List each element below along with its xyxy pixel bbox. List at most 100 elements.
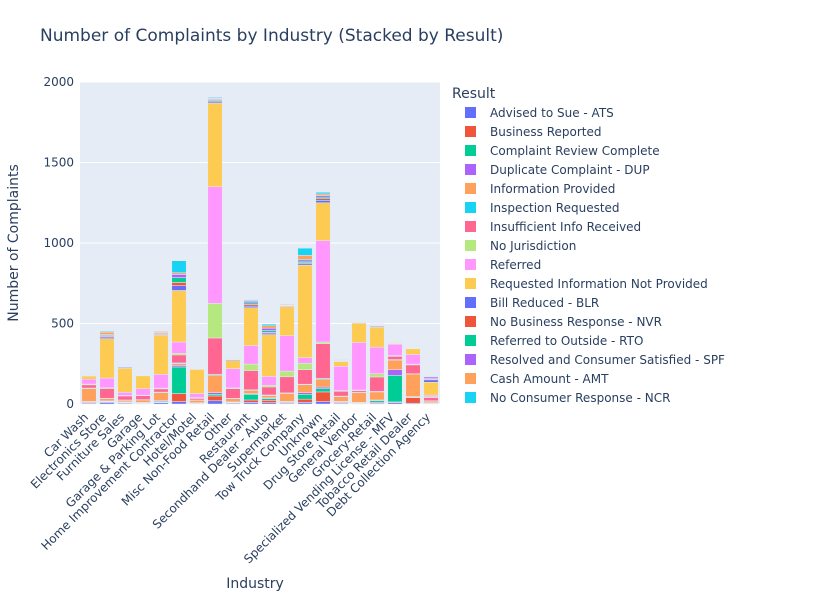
legend-swatch[interactable]	[465, 354, 476, 365]
bar-segment[interactable]	[190, 394, 204, 398]
legend-item-label[interactable]: Resolved and Consumer Satisfied - SPF	[490, 353, 725, 367]
bar-segment[interactable]	[172, 394, 186, 402]
bar-segment[interactable]	[298, 370, 312, 384]
bar-segment[interactable]	[172, 274, 186, 277]
bar-segment[interactable]	[388, 375, 402, 402]
bar-segment[interactable]	[118, 368, 132, 392]
bar-segment[interactable]	[172, 286, 186, 291]
bar-segment[interactable]	[316, 392, 330, 402]
legend-item-label[interactable]: No Jurisdiction	[490, 239, 576, 253]
bar-segment[interactable]	[226, 389, 240, 399]
bar-segment[interactable]	[298, 363, 312, 369]
legend-swatch[interactable]	[465, 240, 476, 251]
legend-swatch[interactable]	[465, 259, 476, 270]
legend-swatch[interactable]	[465, 145, 476, 156]
bar-segment[interactable]	[244, 394, 258, 400]
bar-segment[interactable]	[172, 282, 186, 285]
bar-segment[interactable]	[172, 278, 186, 283]
bar-segment[interactable]	[262, 328, 276, 330]
legend-swatch[interactable]	[465, 316, 476, 327]
bar-segment[interactable]	[406, 374, 420, 397]
legend-item-label[interactable]: Cash Amount - AMT	[490, 372, 609, 386]
bar-segment[interactable]	[406, 398, 420, 404]
bar-segment[interactable]	[136, 389, 150, 395]
legend-swatch[interactable]	[465, 373, 476, 384]
bar-segment[interactable]	[82, 389, 96, 402]
legend-swatch[interactable]	[465, 278, 476, 289]
bar-segment[interactable]	[82, 376, 96, 379]
bar-segment[interactable]	[244, 308, 258, 346]
bar-segment[interactable]	[172, 367, 186, 394]
legend-swatch[interactable]	[465, 126, 476, 137]
bar-segment[interactable]	[406, 365, 420, 374]
bar-segment[interactable]	[226, 399, 240, 402]
bar-segment[interactable]	[262, 387, 276, 395]
bar-segment[interactable]	[100, 389, 114, 399]
bar-segment[interactable]	[388, 356, 402, 359]
bar-segment[interactable]	[244, 364, 258, 370]
bar-segment[interactable]	[208, 103, 222, 187]
bar-segment[interactable]	[352, 323, 366, 342]
legend-swatch[interactable]	[465, 164, 476, 175]
legend-item-label[interactable]: Inspection Requested	[490, 201, 620, 215]
bar-segment[interactable]	[298, 385, 312, 393]
bar-segment[interactable]	[316, 402, 330, 404]
bar-segment[interactable]	[316, 344, 330, 379]
bar-segment[interactable]	[136, 396, 150, 400]
bar-segment[interactable]	[82, 385, 96, 388]
bar-segment[interactable]	[154, 389, 168, 392]
bar-segment[interactable]	[262, 400, 276, 402]
bar-segment[interactable]	[172, 342, 186, 353]
bar-segment[interactable]	[388, 360, 402, 370]
legend-swatch[interactable]	[465, 392, 476, 403]
bar-segment[interactable]	[172, 355, 186, 363]
bar-segment[interactable]	[424, 382, 438, 395]
legend-item-label[interactable]: Information Provided	[490, 182, 615, 196]
bar-segment[interactable]	[118, 396, 132, 400]
legend-item-label[interactable]: Bill Reduced - BLR	[490, 296, 599, 310]
legend-item-label[interactable]: Business Reported	[490, 125, 602, 139]
bar-segment[interactable]	[82, 379, 96, 384]
bar-segment[interactable]	[190, 369, 204, 393]
bar-segment[interactable]	[172, 261, 186, 273]
bar-segment[interactable]	[334, 361, 348, 366]
bar-segment[interactable]	[262, 376, 276, 385]
bar-segment[interactable]	[262, 335, 276, 377]
bar-segment[interactable]	[316, 389, 330, 392]
bar-segment[interactable]	[208, 396, 222, 401]
bar-segment[interactable]	[280, 307, 294, 336]
bar-segment[interactable]	[208, 97, 222, 98]
bar-segment[interactable]	[226, 369, 240, 388]
legend-swatch[interactable]	[465, 221, 476, 232]
bar-segment[interactable]	[208, 375, 222, 393]
legend-item-label[interactable]: Requested Information Not Provided	[490, 277, 708, 291]
bar-segment[interactable]	[370, 392, 384, 400]
legend-item-label[interactable]: Advised to Sue - ATS	[490, 106, 614, 120]
bar-segment[interactable]	[100, 339, 114, 378]
bar-segment[interactable]	[316, 379, 330, 387]
bar-segment[interactable]	[136, 400, 150, 402]
bar-segment[interactable]	[262, 324, 276, 326]
bar-segment[interactable]	[352, 342, 366, 389]
bar-segment[interactable]	[316, 241, 330, 342]
bar-segment[interactable]	[334, 391, 348, 396]
bar-segment[interactable]	[334, 397, 348, 402]
legend-item-label[interactable]: No Consumer Response - NCR	[490, 391, 670, 405]
bar-segment[interactable]	[388, 370, 402, 376]
bar-segment[interactable]	[244, 400, 258, 402]
legend-swatch[interactable]	[465, 202, 476, 213]
legend-item-label[interactable]: Referred	[490, 258, 541, 272]
bar-segment[interactable]	[298, 265, 312, 358]
bar-segment[interactable]	[370, 374, 384, 377]
legend-item-label[interactable]: No Business Response - NVR	[490, 315, 662, 329]
legend-swatch[interactable]	[465, 335, 476, 346]
bar-segment[interactable]	[262, 395, 276, 397]
bar-segment[interactable]	[280, 336, 294, 371]
bar-segment[interactable]	[298, 394, 312, 399]
bar-segment[interactable]	[370, 327, 384, 347]
bar-segment[interactable]	[172, 290, 186, 342]
bar-segment[interactable]	[100, 399, 114, 401]
bar-segment[interactable]	[406, 354, 420, 364]
legend-item-label[interactable]: Insufficient Info Received	[490, 220, 641, 234]
bar-segment[interactable]	[316, 203, 330, 241]
